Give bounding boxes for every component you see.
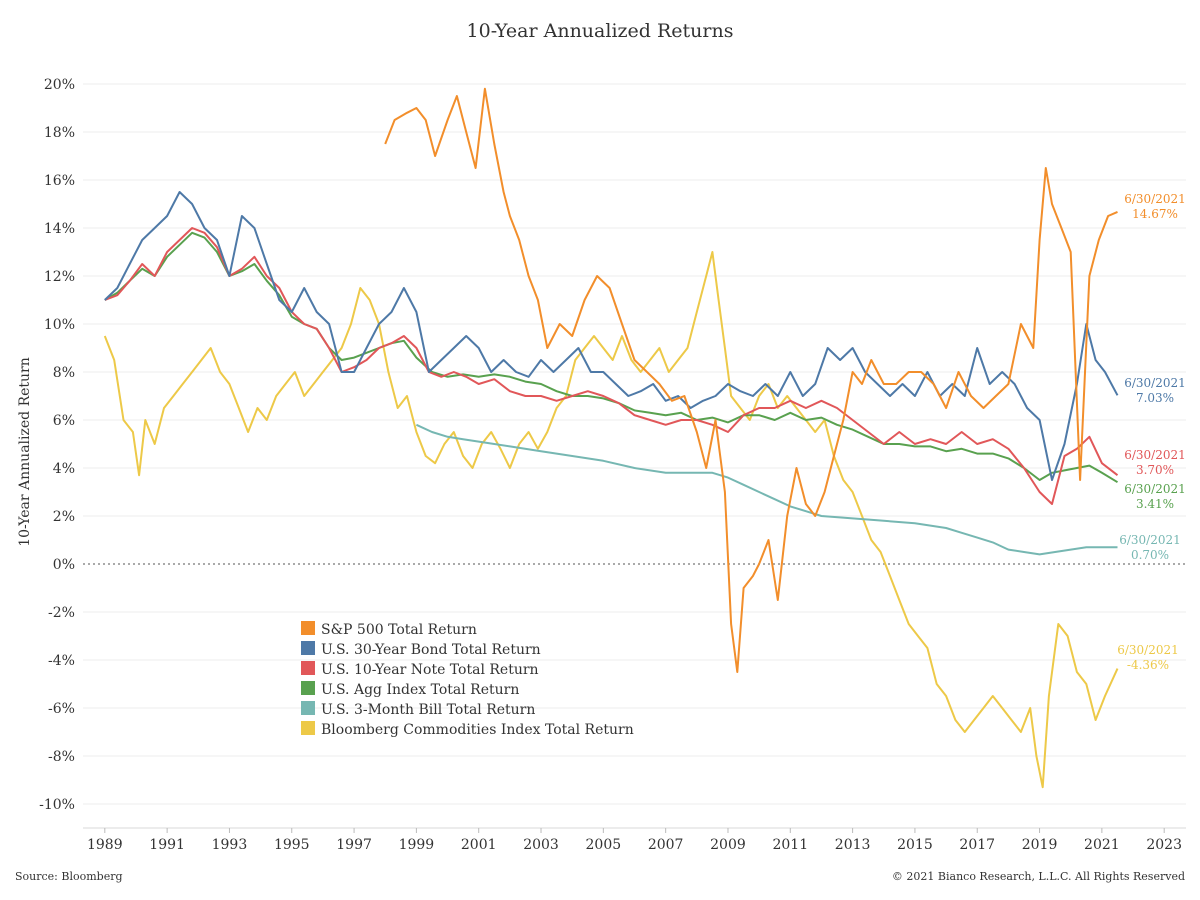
x-tick-labels: 1989 1991 1993 1995 1997 1999 2001 2003 2005 2007…	[87, 828, 1182, 853]
x-tick-label: 2001	[461, 837, 497, 853]
end-label-value: 3.41%	[1136, 497, 1174, 511]
x-tick-label: 1995	[274, 837, 310, 853]
y-tick-label: -2%	[48, 605, 75, 621]
y-tick-label: -10%	[39, 797, 75, 813]
legend-label: U.S. 10-Year Note Total Return	[321, 662, 539, 678]
series-line-2	[104, 227, 1119, 505]
y-tick-label: -6%	[48, 701, 75, 717]
series-line-5	[103, 251, 1119, 789]
legend-swatch	[301, 661, 315, 675]
copyright-note: © 2021 Bianco Research, L.L.C. All Right…	[892, 870, 1185, 883]
y-tick-label: 16%	[44, 173, 75, 189]
x-tick-label: 2003	[523, 837, 559, 853]
x-tick-label: 1997	[336, 837, 372, 853]
end-label-value: 3.70%	[1136, 463, 1174, 477]
end-labels: 6/30/202114.67%6/30/20217.03%6/30/20213.…	[1117, 192, 1186, 672]
grid-layer	[83, 83, 1186, 805]
legend-label: U.S. 3-Month Bill Total Return	[321, 702, 535, 718]
y-axis-label: 10-Year Annualized Return	[17, 357, 33, 547]
x-tick-label: 2015	[897, 837, 933, 853]
chart-title: 10-Year Annualized Returns	[467, 20, 734, 42]
end-label-value: 0.70%	[1131, 548, 1169, 562]
x-tick-label: 2007	[648, 837, 684, 853]
legend-swatch	[301, 641, 315, 655]
y-tick-label: 18%	[44, 125, 75, 141]
x-tick-label: 1999	[399, 837, 435, 853]
series-lines	[103, 87, 1119, 789]
y-tick-label: 6%	[53, 413, 75, 429]
x-tick-label: 2021	[1084, 837, 1120, 853]
series-line-3	[104, 231, 1119, 484]
x-tick-label: 2017	[959, 837, 995, 853]
x-tick-label: 2013	[835, 837, 871, 853]
end-label-value: 14.67%	[1132, 207, 1178, 221]
legend-swatch	[301, 681, 315, 695]
legend-label: Bloomberg Commodities Index Total Return	[321, 722, 634, 738]
legend-label: U.S. Agg Index Total Return	[321, 682, 519, 698]
y-tick-label: 0%	[53, 557, 75, 573]
x-tick-label: 1991	[149, 837, 185, 853]
legend-swatch	[301, 721, 315, 735]
legend-label: S&P 500 Total Return	[321, 622, 477, 638]
end-label-date: 6/30/2021	[1124, 448, 1186, 462]
y-tick-label: 2%	[53, 509, 75, 525]
y-tick-label: -8%	[48, 749, 75, 765]
end-label-date: 6/30/2021	[1119, 533, 1181, 547]
end-label-date: 6/30/2021	[1124, 482, 1186, 496]
legend: S&P 500 Total Return U.S. 30-Year Bond To…	[301, 621, 634, 738]
end-label-date: 6/30/2021	[1124, 192, 1186, 206]
y-tick-label: 20%	[44, 77, 75, 93]
y-tick-label: 8%	[53, 365, 75, 381]
legend-swatch	[301, 621, 315, 635]
end-label-date: 6/30/2021	[1124, 376, 1186, 390]
series-line-1	[104, 191, 1119, 481]
y-tick-labels: -10% -8% -6% -4% -2% 0% 2% 4% 6% 8% 10% 12% 14% 16% 18…	[39, 77, 75, 813]
y-tick-label: 14%	[44, 221, 75, 237]
x-tick-label: 2011	[772, 837, 808, 853]
series-line-0	[384, 87, 1118, 673]
end-label-value: 7.03%	[1136, 391, 1174, 405]
series-line-4	[415, 423, 1118, 556]
y-tick-label: 4%	[53, 461, 75, 477]
x-tick-label: 2009	[710, 837, 746, 853]
x-tick-label: 2023	[1146, 837, 1182, 853]
y-tick-label: 12%	[44, 269, 75, 285]
end-label-date: 6/30/2021	[1117, 643, 1179, 657]
end-label-value: -4.36%	[1127, 658, 1169, 672]
x-tick-label: 2005	[586, 837, 622, 853]
legend-swatch	[301, 701, 315, 715]
y-tick-label: 10%	[44, 317, 75, 333]
x-tick-label: 2019	[1022, 837, 1058, 853]
y-tick-label: -4%	[48, 653, 75, 669]
x-tick-label: 1989	[87, 837, 123, 853]
legend-label: U.S. 30-Year Bond Total Return	[321, 642, 541, 658]
x-tick-label: 1993	[212, 837, 248, 853]
source-note: Source: Bloomberg	[15, 870, 123, 883]
